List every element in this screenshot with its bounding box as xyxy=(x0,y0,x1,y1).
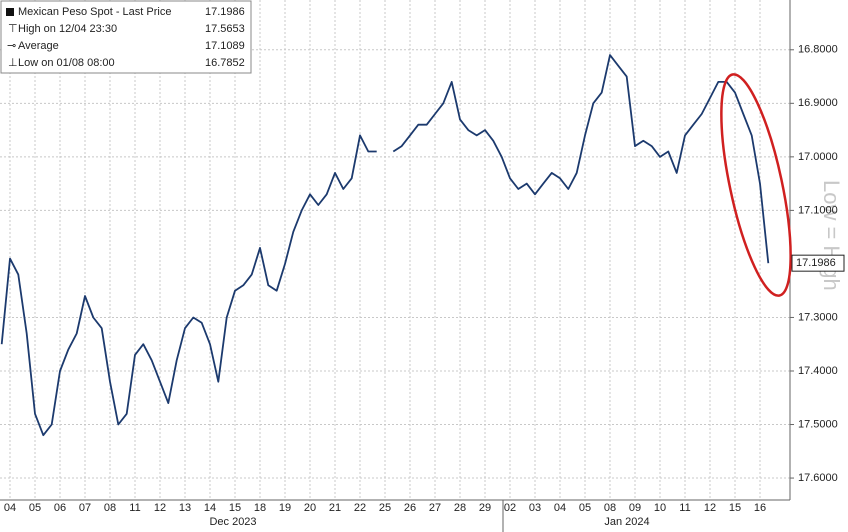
y-tick-label: 17.3000 xyxy=(798,311,838,323)
legend-value: 17.1089 xyxy=(205,40,245,52)
y-tick-label: 17.0000 xyxy=(798,151,838,163)
legend-value: 17.5653 xyxy=(205,23,245,35)
x-tick-label: 15 xyxy=(229,502,241,514)
x-tick-label: 27 xyxy=(429,502,441,514)
highlight-ellipse xyxy=(720,73,792,297)
y-tick-label: 17.1000 xyxy=(798,204,838,216)
x-tick-label: 10 xyxy=(654,502,666,514)
y-tick-label: 16.9000 xyxy=(798,97,838,109)
x-tick-label: 13 xyxy=(179,502,191,514)
legend-icon: ⊥ xyxy=(8,57,18,69)
x-tick-label: 11 xyxy=(679,502,690,514)
x-tick-label: 28 xyxy=(454,502,466,514)
x-tick-label: 21 xyxy=(329,502,341,514)
grid xyxy=(0,0,790,500)
legend: Mexican Peso Spot - Last Price 17.1986 ⊤… xyxy=(0,0,252,74)
last-price-label: 17.1986 xyxy=(796,257,836,269)
plot xyxy=(0,54,770,437)
x-tick-label: 04 xyxy=(554,502,566,514)
x-tick-label: 19 xyxy=(279,502,291,514)
legend-value: 16.7852 xyxy=(205,57,245,69)
x-tick-label: 16 xyxy=(754,502,766,514)
y-tick-label: 17.6000 xyxy=(798,472,838,484)
legend-box xyxy=(0,0,252,74)
x-tick-label: 20 xyxy=(304,502,316,514)
x-tick-label: 22 xyxy=(354,502,366,514)
legend-value: 17.1986 xyxy=(205,6,245,18)
x-tick-label: 04 xyxy=(4,502,16,514)
x-tick-label: 11 xyxy=(129,502,140,514)
y-tick-label: 17.5000 xyxy=(798,418,838,430)
legend-label: High on 12/04 23:30 xyxy=(18,23,117,35)
x-tick-label: 18 xyxy=(254,502,266,514)
x-tick-label: 25 xyxy=(379,502,391,514)
x-tick-label: 08 xyxy=(104,502,116,514)
month-label: Dec 2023 xyxy=(209,516,256,528)
x-tick-label: 15 xyxy=(729,502,741,514)
y-tick-label: 17.4000 xyxy=(798,365,838,377)
legend-swatch xyxy=(6,8,14,16)
x-tick-label: 26 xyxy=(404,502,416,514)
x-tick-label: 14 xyxy=(204,502,216,514)
x-tick-label: 05 xyxy=(29,502,41,514)
x-tick-label: 12 xyxy=(704,502,716,514)
month-label: Jan 2024 xyxy=(604,516,649,528)
x-tick-label: 09 xyxy=(629,502,641,514)
x-tick-label: 03 xyxy=(529,502,541,514)
legend-label: Average xyxy=(18,40,59,52)
legend-icon: ⊸ xyxy=(7,40,16,52)
watermark: Low = High xyxy=(819,180,844,291)
last-price-box xyxy=(791,254,845,272)
x-tick-label: 08 xyxy=(604,502,616,514)
x-tick-label: 07 xyxy=(79,502,91,514)
x-tick-label: 06 xyxy=(54,502,66,514)
legend-label: Low on 01/08 08:00 xyxy=(18,57,115,69)
x-tick-label: 29 xyxy=(479,502,491,514)
x-tick-label: 05 xyxy=(579,502,591,514)
y-tick-label: 16.8000 xyxy=(798,44,838,56)
legend-label: Mexican Peso Spot - Last Price xyxy=(18,6,171,18)
x-tick-label: 02 xyxy=(504,502,516,514)
legend-icon: ⊤ xyxy=(8,23,18,35)
x-tick-label: 12 xyxy=(154,502,166,514)
price-line xyxy=(0,54,770,437)
